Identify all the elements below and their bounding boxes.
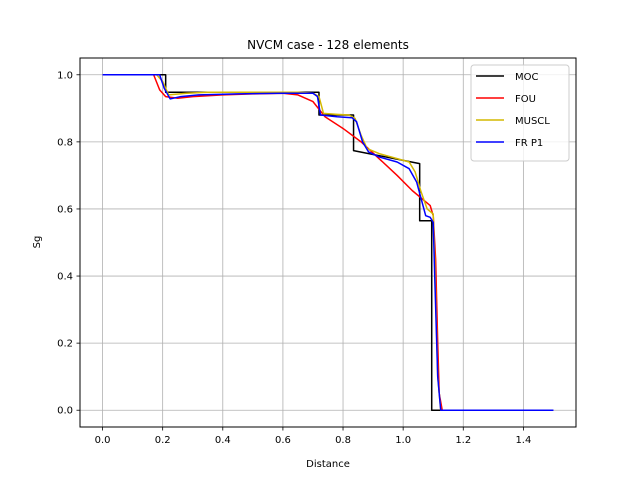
chart-title: NVCM case - 128 elements — [247, 38, 409, 52]
y-tick-label: 0.4 — [57, 272, 73, 283]
y-tick-label: 0.0 — [57, 406, 73, 417]
x-tick-label: 1.0 — [395, 435, 411, 446]
x-tick-label: 0.0 — [95, 435, 111, 446]
series-lines — [102, 74, 554, 411]
axis-ticks: 0.0 0.2 0.4 0.6 0.8 1.0 1.2 1.4 0.0 0.2 0.4 0.6 0.8 1… — [57, 70, 531, 446]
x-tick-label: 0.2 — [155, 435, 171, 446]
x-tick-label: 1.2 — [455, 435, 471, 446]
y-tick-label: 0.8 — [57, 137, 73, 148]
x-tick-label: 0.8 — [335, 435, 351, 446]
legend-label-fou: FOU — [515, 94, 536, 105]
x-axis-label: Distance — [306, 459, 350, 470]
series-line-fr-p1 — [102, 74, 554, 411]
legend-label-fr-p1: FR P1 — [515, 138, 543, 149]
series-line-fou — [102, 74, 554, 411]
x-tick-label: 0.6 — [275, 435, 291, 446]
x-tick-label: 0.4 — [215, 435, 231, 446]
legend-box — [470, 64, 570, 162]
legend-label-muscl: MUSCL — [515, 116, 550, 127]
series-line-muscl — [102, 74, 554, 411]
plot-frame — [79, 57, 577, 428]
y-axis-label: Sg — [32, 236, 43, 249]
x-tick-label: 1.4 — [515, 435, 531, 446]
y-tick-label: 0.2 — [57, 339, 73, 350]
y-tick-label: 1.0 — [57, 70, 73, 81]
legend: MOC FOU MUSCL FR P1 — [470, 64, 570, 162]
y-tick-label: 0.6 — [57, 204, 73, 215]
legend-label-moc: MOC — [515, 72, 538, 83]
